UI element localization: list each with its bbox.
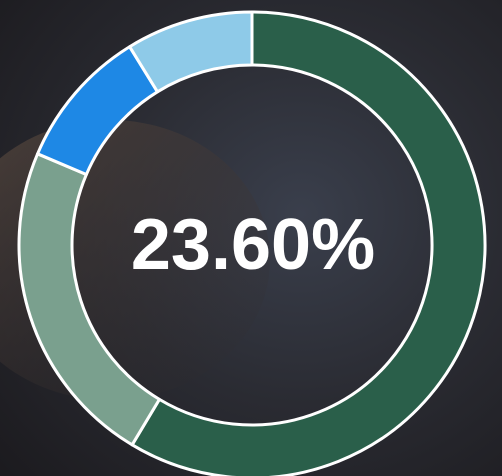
center-label: 23.60% [131, 205, 375, 285]
chart: 23.60% [0, 0, 502, 476]
